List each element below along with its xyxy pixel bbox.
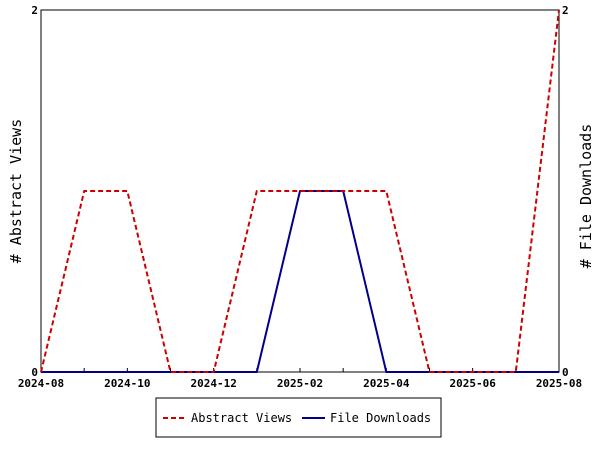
x-tick-label-2025-08: 2025-08: [536, 377, 582, 390]
x-axis-tick-labels: 2024-08 2024-10 2024-12 2025-02 2025-04 2025-…: [18, 377, 582, 390]
legend-label-file-downloads: File Downloads: [330, 411, 431, 425]
x-tick-label-2024-08: 2024-08: [18, 377, 64, 390]
y-right-tick-label-2: 2: [562, 4, 569, 17]
series-line-abstract-views: [40, 9, 560, 373]
legend-label-abstract-views: Abstract Views: [191, 411, 292, 425]
legend-box: [155, 397, 442, 438]
x-tick-label-2025-06: 2025-06: [449, 377, 496, 390]
y-axis-left-title: # Abstract Views: [7, 119, 25, 264]
x-tick-label-2024-12: 2024-12: [190, 377, 236, 390]
x-tick-label-2025-02: 2025-02: [277, 377, 323, 390]
x-tick-label-2025-04: 2025-04: [363, 377, 410, 390]
x-tick-label-2024-10: 2024-10: [104, 377, 150, 390]
legend: Abstract Views File Downloads: [155, 397, 442, 438]
y-axis-right-title: # File Downloads: [577, 124, 595, 269]
y-left-tick-label-2: 2: [31, 4, 38, 17]
y-left-tick-label-0: 0: [31, 366, 38, 379]
series-lines: [40, 9, 560, 373]
y-right-tick-label-0: 0: [562, 366, 569, 379]
